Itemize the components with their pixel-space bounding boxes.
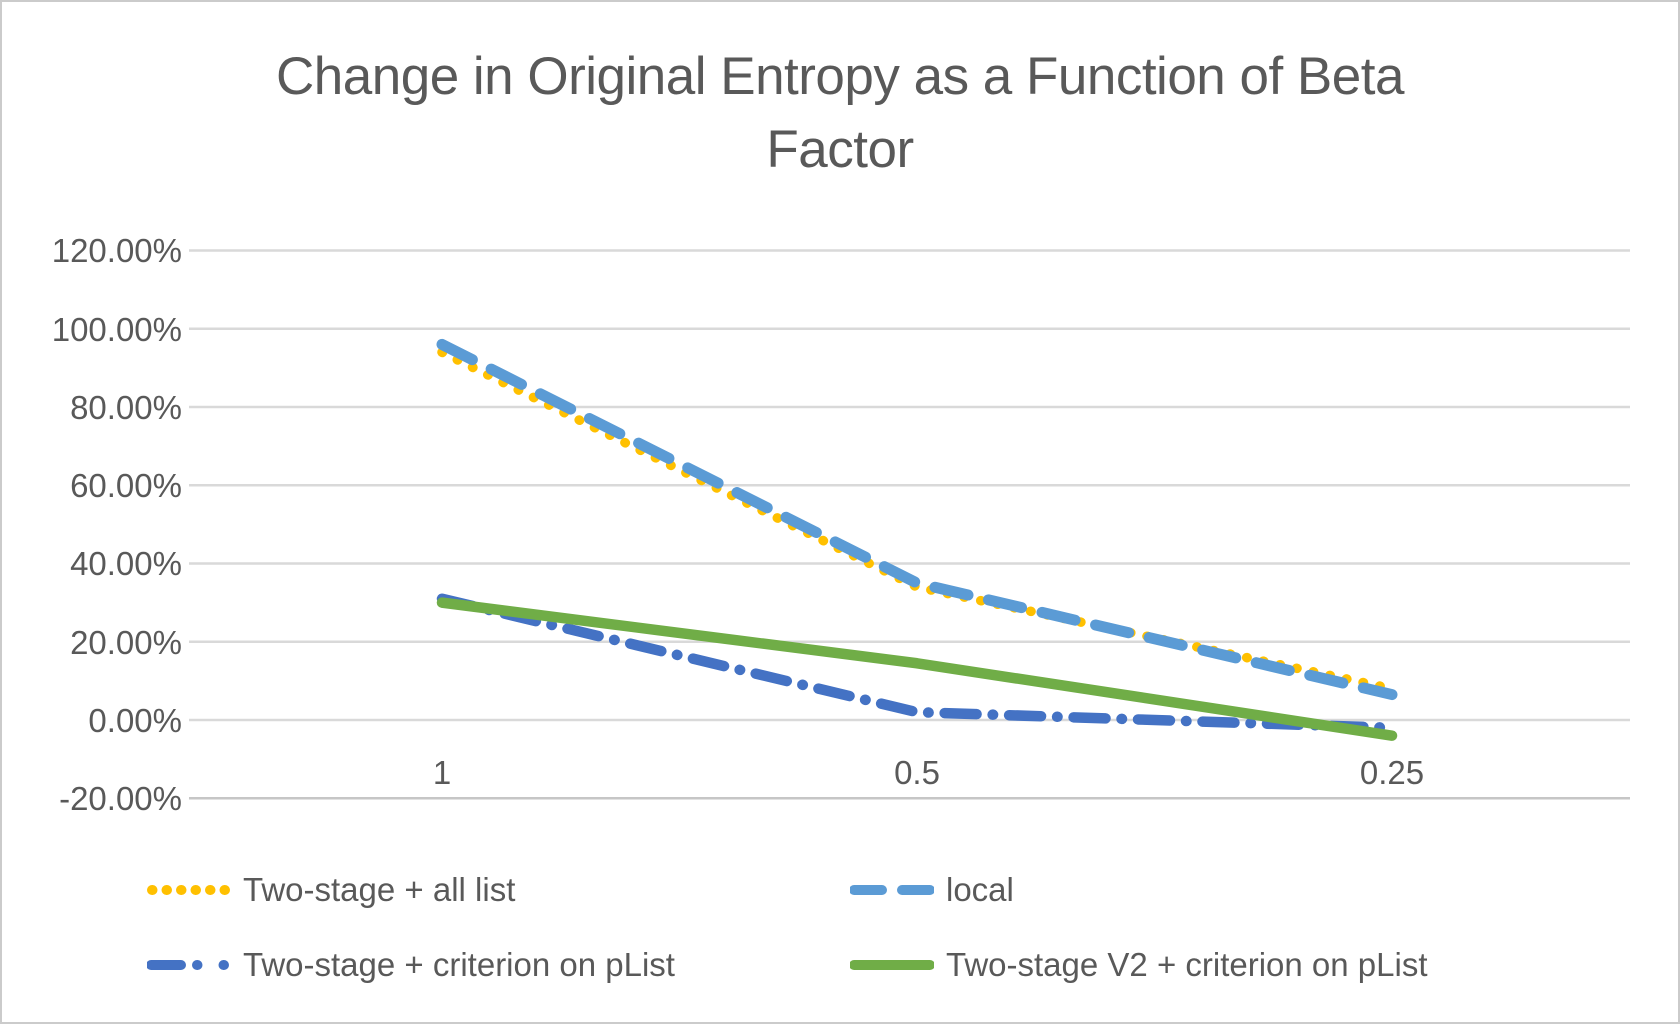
y-tick-label: 0.00% <box>88 702 182 739</box>
x-axis-tick-labels: 1 0.5 0.25 <box>433 754 1424 791</box>
y-tick-label: 40.00% <box>70 545 182 582</box>
y-tick-label: 60.00% <box>70 467 182 504</box>
legend-swatch-solid <box>850 960 934 970</box>
chart-title-line-1: Change in Original Entropy as a Function… <box>276 47 1404 106</box>
y-tick-label: 20.00% <box>70 624 182 661</box>
y-axis-tick-labels: 120.00% 100.00% 80.00% 60.00% 40.00% 20.… <box>52 232 182 817</box>
series-line-two-stage-criterion-plist <box>436 593 1398 734</box>
x-tick-label: 1 <box>433 754 451 791</box>
legend-item-two-stage-all-list: Two-stage + all list <box>147 870 515 910</box>
series-line-two-stage-v2-criterion-plist <box>436 597 1398 741</box>
legend-swatch-dotted <box>147 885 231 895</box>
series-lines <box>436 338 1398 741</box>
y-tick-label: 80.00% <box>70 389 182 426</box>
series-line-local <box>436 338 1398 701</box>
y-tick-label: -20.00% <box>59 780 182 817</box>
x-tick-label: 0.25 <box>1360 754 1424 791</box>
legend-label: Two-stage + all list <box>243 871 516 908</box>
y-tick-label: 100.00% <box>52 311 182 348</box>
legend-swatch-dash-dot <box>147 960 231 970</box>
x-tick-label: 0.5 <box>894 754 940 791</box>
y-tick-label: 120.00% <box>52 232 182 269</box>
legend-label: Two-stage V2 + criterion on pList <box>946 946 1428 983</box>
legend-item-local: local <box>850 870 1014 910</box>
chart-title: Change in Original Entropy as a Function… <box>2 40 1678 186</box>
chart-title-line-2: Factor <box>766 120 914 179</box>
legend-label: Two-stage + criterion on pList <box>243 946 675 983</box>
legend-item-two-stage-criterion-plist: Two-stage + criterion on pList <box>147 945 675 985</box>
legend-item-two-stage-v2-criterion-plist: Two-stage V2 + criterion on pList <box>850 945 1428 985</box>
legend-swatch-dashed <box>850 885 934 895</box>
legend-label: local <box>946 871 1014 908</box>
series-line-two-stage-all-list <box>437 347 1397 694</box>
gridlines <box>189 249 1630 800</box>
